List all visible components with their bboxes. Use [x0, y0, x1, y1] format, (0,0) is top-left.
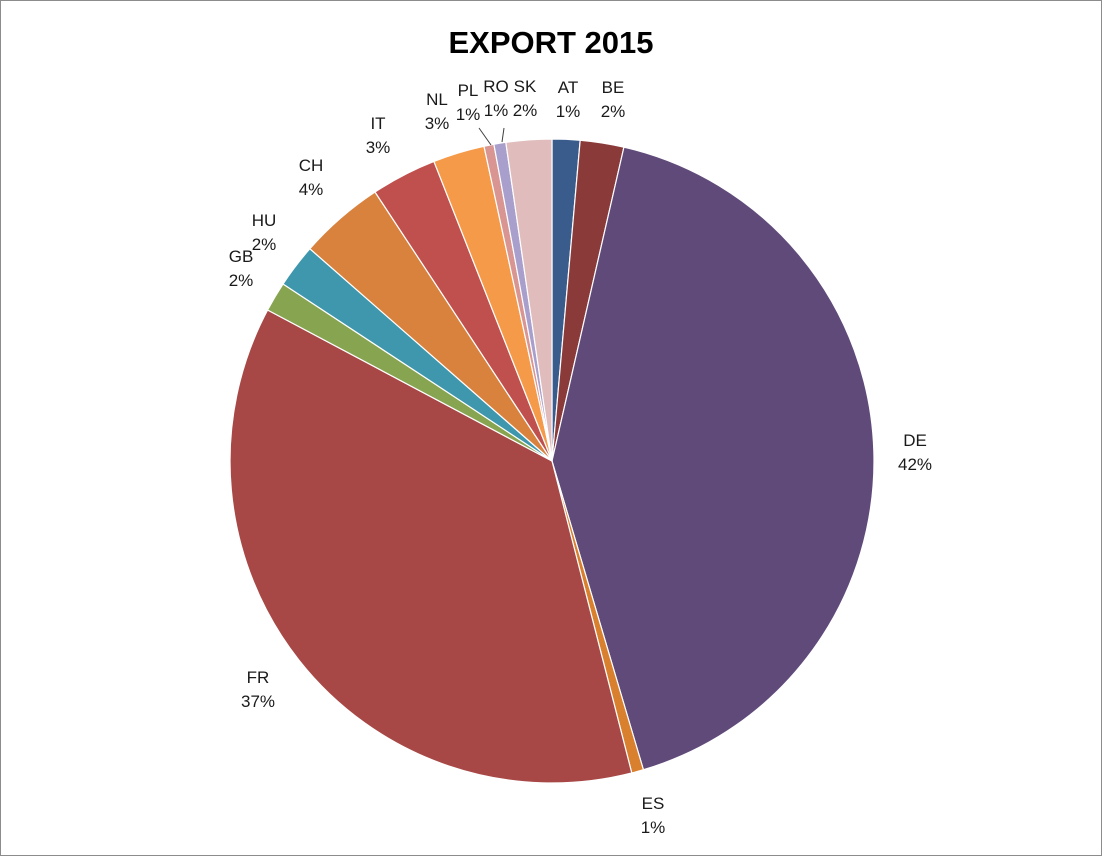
slice-label-ch: CH 4% [299, 156, 324, 199]
slice-label-de: DE 42% [898, 431, 932, 474]
slice-labels: AT 1% BE 2% DE 42% ES 1% FR 37% GB 2%HU 2% CH 4% IT 3% NL… [229, 77, 932, 837]
leader-line-pl [478, 127, 492, 146]
chart-title: EXPORT 2015 [448, 25, 653, 60]
slice-label-it: IT 3% [366, 114, 391, 157]
slice-label-sk: SK 2% [513, 77, 538, 120]
pie-slice-sk [505, 138, 553, 462]
slice-label-nl: NL 3% [425, 90, 450, 133]
slice-label-es: ES 1% [641, 794, 666, 837]
leader-line-ro [501, 127, 505, 143]
pie-slice-fr [229, 309, 633, 784]
slice-label-fr: FR 37% [241, 668, 275, 711]
slice-label-pl: PL 1% [456, 81, 481, 124]
slice-label-ro: RO 1% [483, 77, 509, 120]
leader-lines [478, 127, 505, 146]
slice-label-be: BE 2% [601, 78, 626, 121]
slice-label-hu: HU 2% [252, 211, 277, 254]
pie-slice-de [551, 146, 875, 771]
slice-label-at: AT 1% [556, 78, 581, 121]
slice-label-gb: GB 2% [229, 247, 254, 290]
pie-slices [229, 138, 875, 784]
